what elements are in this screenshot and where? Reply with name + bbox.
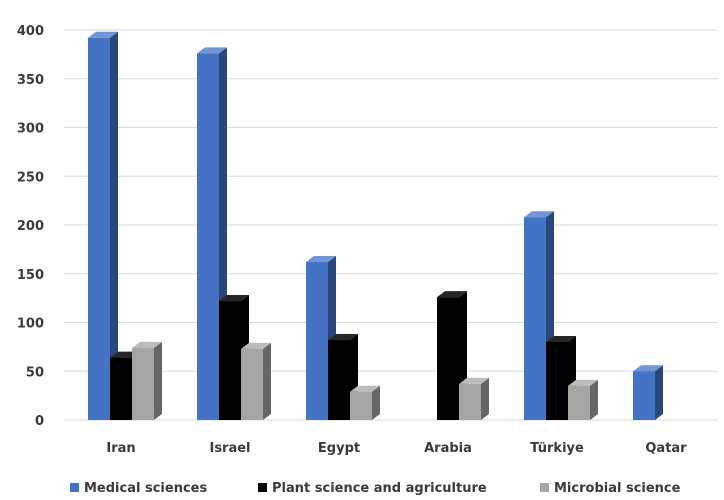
y-tick-label: 400 xyxy=(17,24,44,39)
x-category-label: Israel xyxy=(209,441,250,456)
bar-side xyxy=(655,365,663,420)
y-tick-label: 100 xyxy=(17,317,44,332)
bar-side xyxy=(154,341,162,420)
legend-label: Microbial science xyxy=(554,481,681,496)
bar-side xyxy=(263,342,271,420)
legend-item: Plant science and agriculture xyxy=(258,481,487,496)
y-tick-label: 250 xyxy=(17,170,44,185)
y-tick-label: 0 xyxy=(35,414,44,429)
bar-side xyxy=(481,377,489,420)
bar-front xyxy=(306,262,328,420)
legend-item: Microbial science xyxy=(540,481,681,496)
bar-front xyxy=(437,297,459,420)
x-category-label: Qatar xyxy=(645,441,687,456)
y-tick-label: 300 xyxy=(17,122,44,137)
bar-top xyxy=(633,365,663,372)
x-category-label: Iran xyxy=(106,441,135,456)
bar-top xyxy=(241,342,271,349)
bar-front xyxy=(633,371,655,420)
legend-item: Medical sciences xyxy=(70,481,207,496)
bar xyxy=(459,377,489,420)
bar-front xyxy=(132,347,154,420)
y-tick-label: 200 xyxy=(17,219,44,234)
bar xyxy=(568,379,598,420)
bar-top xyxy=(437,291,467,298)
bar-front xyxy=(568,385,590,420)
bar-top xyxy=(459,377,489,384)
bar-top xyxy=(546,336,576,342)
bar-front xyxy=(197,53,219,421)
bar xyxy=(132,341,162,420)
bar-front xyxy=(524,217,546,420)
bar-front xyxy=(350,391,372,420)
bar-side xyxy=(590,379,598,420)
y-tick-label: 50 xyxy=(26,365,44,380)
bar-top xyxy=(328,334,358,341)
legend-swatch xyxy=(540,483,549,492)
y-tick-label: 350 xyxy=(17,73,44,88)
legend-swatch xyxy=(258,483,267,492)
bar-top xyxy=(306,256,336,263)
bar-front xyxy=(241,348,263,420)
bar-front xyxy=(219,301,241,420)
x-axis-categories: Iran Israel Egypt Arabia Türkiye Qatar xyxy=(106,441,687,456)
bar-top xyxy=(219,295,249,302)
legend-label: Plant science and agriculture xyxy=(272,481,487,496)
x-category-label: Türkiye xyxy=(530,441,584,456)
bar-side xyxy=(110,31,118,421)
bar xyxy=(350,385,380,420)
bar-front xyxy=(328,340,350,420)
x-category-label: Arabia xyxy=(424,441,472,456)
bar-top xyxy=(524,211,554,218)
bars xyxy=(88,31,663,421)
bar-top xyxy=(350,385,380,392)
y-gridlines xyxy=(64,29,718,421)
bar-top xyxy=(568,379,598,386)
y-tick-label: 150 xyxy=(17,268,44,283)
bar-side xyxy=(372,385,380,420)
bar-front xyxy=(88,37,110,421)
bar-top xyxy=(88,31,118,38)
bar-top xyxy=(197,47,227,54)
bar xyxy=(88,31,118,421)
legend: Medical sciences Plant science and agricu… xyxy=(70,481,681,496)
y-axis-ticks: 0 50 100 150 200 250 300 350 400 xyxy=(17,24,44,429)
legend-swatch xyxy=(70,483,79,492)
legend-label: Medical sciences xyxy=(84,481,207,496)
bar-front xyxy=(110,357,132,420)
x-category-label: Egypt xyxy=(318,441,360,456)
bar-front xyxy=(459,383,481,420)
bar xyxy=(241,342,271,420)
bar-top xyxy=(132,341,162,348)
bar xyxy=(633,365,663,420)
bar-front xyxy=(546,342,568,420)
